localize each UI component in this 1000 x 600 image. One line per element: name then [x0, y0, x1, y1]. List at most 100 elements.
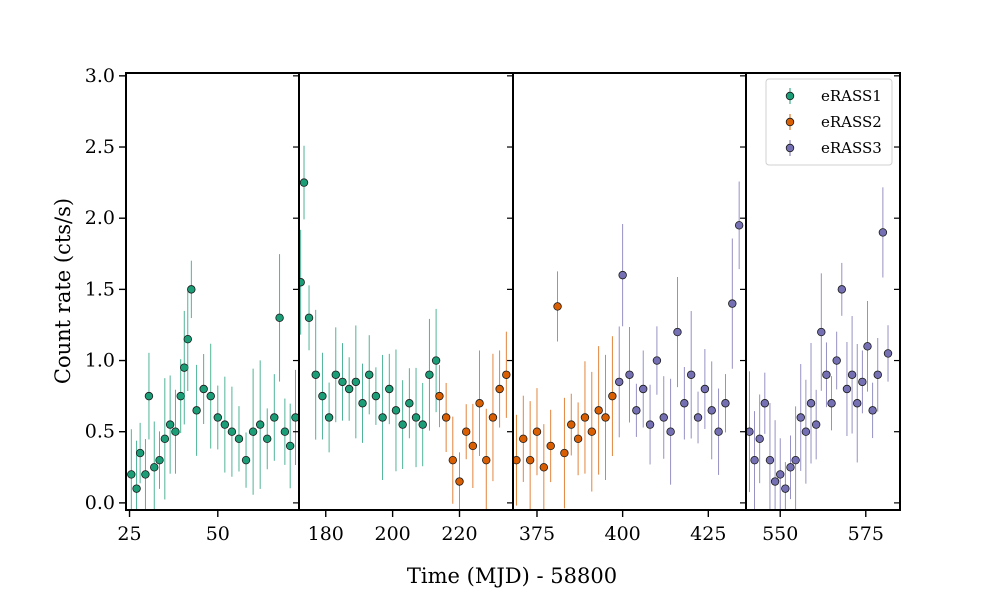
data-point: [817, 327, 826, 337]
panel-frame: [745, 72, 901, 511]
data-point: [811, 420, 821, 429]
data-point: [431, 356, 441, 365]
data-point: [365, 370, 374, 379]
data-point: [560, 448, 569, 458]
data-point: [263, 434, 272, 444]
data-point: [285, 441, 295, 451]
data-point: [488, 413, 498, 422]
data-point: [858, 377, 867, 387]
data-point: [291, 413, 299, 422]
data-point: [187, 285, 196, 294]
data-point: [351, 377, 361, 387]
data-point: [318, 391, 327, 401]
panels-layer: 25 50 180 200 220 375 400 425 550 575: [117, 72, 901, 545]
panel-frame: [298, 72, 514, 511]
data-point: [275, 313, 284, 323]
legend-item-eRASS3: eRASS3: [785, 139, 882, 157]
data-point: [391, 406, 401, 415]
data-point: [324, 413, 334, 422]
data-point: [234, 434, 244, 444]
data-point: [155, 455, 164, 465]
legend-item-eRASS1: eRASS1: [785, 87, 882, 105]
data-point: [776, 470, 785, 479]
data-point: [883, 349, 893, 358]
x-tick-label: 200: [374, 523, 410, 545]
data-point: [331, 370, 340, 379]
data-point: [680, 399, 689, 408]
data-point: [180, 363, 189, 372]
data-point: [847, 370, 857, 379]
data-point: [853, 399, 862, 408]
data-point: [721, 399, 730, 408]
data-point: [765, 455, 775, 465]
x-tick-label: 375: [519, 523, 555, 545]
data-point: [338, 377, 347, 387]
data-point: [192, 406, 201, 415]
data-point: [567, 420, 576, 429]
data-point: [455, 477, 464, 486]
data-point: [144, 391, 154, 401]
data-point: [461, 427, 471, 436]
data-point: [311, 370, 320, 379]
data-point: [827, 399, 836, 408]
x-tick-label: 400: [605, 523, 641, 545]
data-point: [832, 356, 841, 365]
data-point: [868, 406, 877, 415]
data-point: [796, 413, 805, 422]
y-tick-label: 2.0: [85, 207, 115, 229]
data-point: [580, 413, 590, 422]
data-point: [673, 327, 682, 337]
data-point: [587, 427, 597, 436]
data-point: [344, 384, 354, 394]
x-tick-label: 220: [441, 523, 477, 545]
data-point: [475, 399, 484, 408]
data-point: [878, 228, 888, 237]
data-point: [863, 342, 872, 351]
data-point: [468, 441, 478, 451]
panel-2-data: [299, 145, 511, 510]
data-point: [786, 463, 795, 472]
data-point: [615, 377, 624, 387]
data-point: [519, 434, 528, 444]
data-point: [448, 455, 458, 465]
x-tick-label: 550: [762, 523, 798, 545]
data-point: [770, 477, 780, 486]
data-point: [546, 441, 555, 451]
data-point: [601, 413, 610, 422]
legend-label: eRASS3: [821, 139, 882, 157]
y-tick-label: 3.0: [85, 65, 115, 87]
data-point: [418, 420, 427, 429]
data-point: [532, 427, 542, 436]
data-point: [385, 384, 394, 394]
data-point: [632, 406, 641, 415]
x-tick-label: 425: [690, 523, 726, 545]
panel-4-data: [746, 187, 893, 510]
data-point: [299, 178, 309, 187]
data-point: [241, 455, 251, 465]
data-point: [270, 413, 279, 422]
data-point: [220, 420, 230, 429]
data-point: [280, 427, 290, 436]
data-point: [573, 434, 583, 444]
data-point: [659, 413, 668, 422]
data-point: [755, 434, 764, 444]
data-point: [625, 370, 634, 379]
data-point: [822, 370, 831, 379]
x-tick-label: 575: [848, 523, 884, 545]
data-point: [141, 470, 150, 479]
legend: eRASS1 eRASS2 eRASS3: [765, 78, 893, 166]
data-point: [594, 406, 603, 415]
data-point: [482, 455, 491, 465]
data-point: [127, 470, 136, 479]
data-point: [502, 370, 511, 379]
legend-marker: [785, 117, 795, 127]
legend-marker: [785, 143, 795, 153]
data-point: [398, 420, 407, 429]
data-point: [837, 285, 847, 294]
panel-4: 550 575: [746, 75, 900, 545]
data-point: [165, 420, 175, 429]
legend-box: [765, 78, 893, 166]
legend-label: eRASS1: [821, 87, 882, 105]
data-point: [608, 391, 617, 401]
data-point: [495, 384, 504, 394]
